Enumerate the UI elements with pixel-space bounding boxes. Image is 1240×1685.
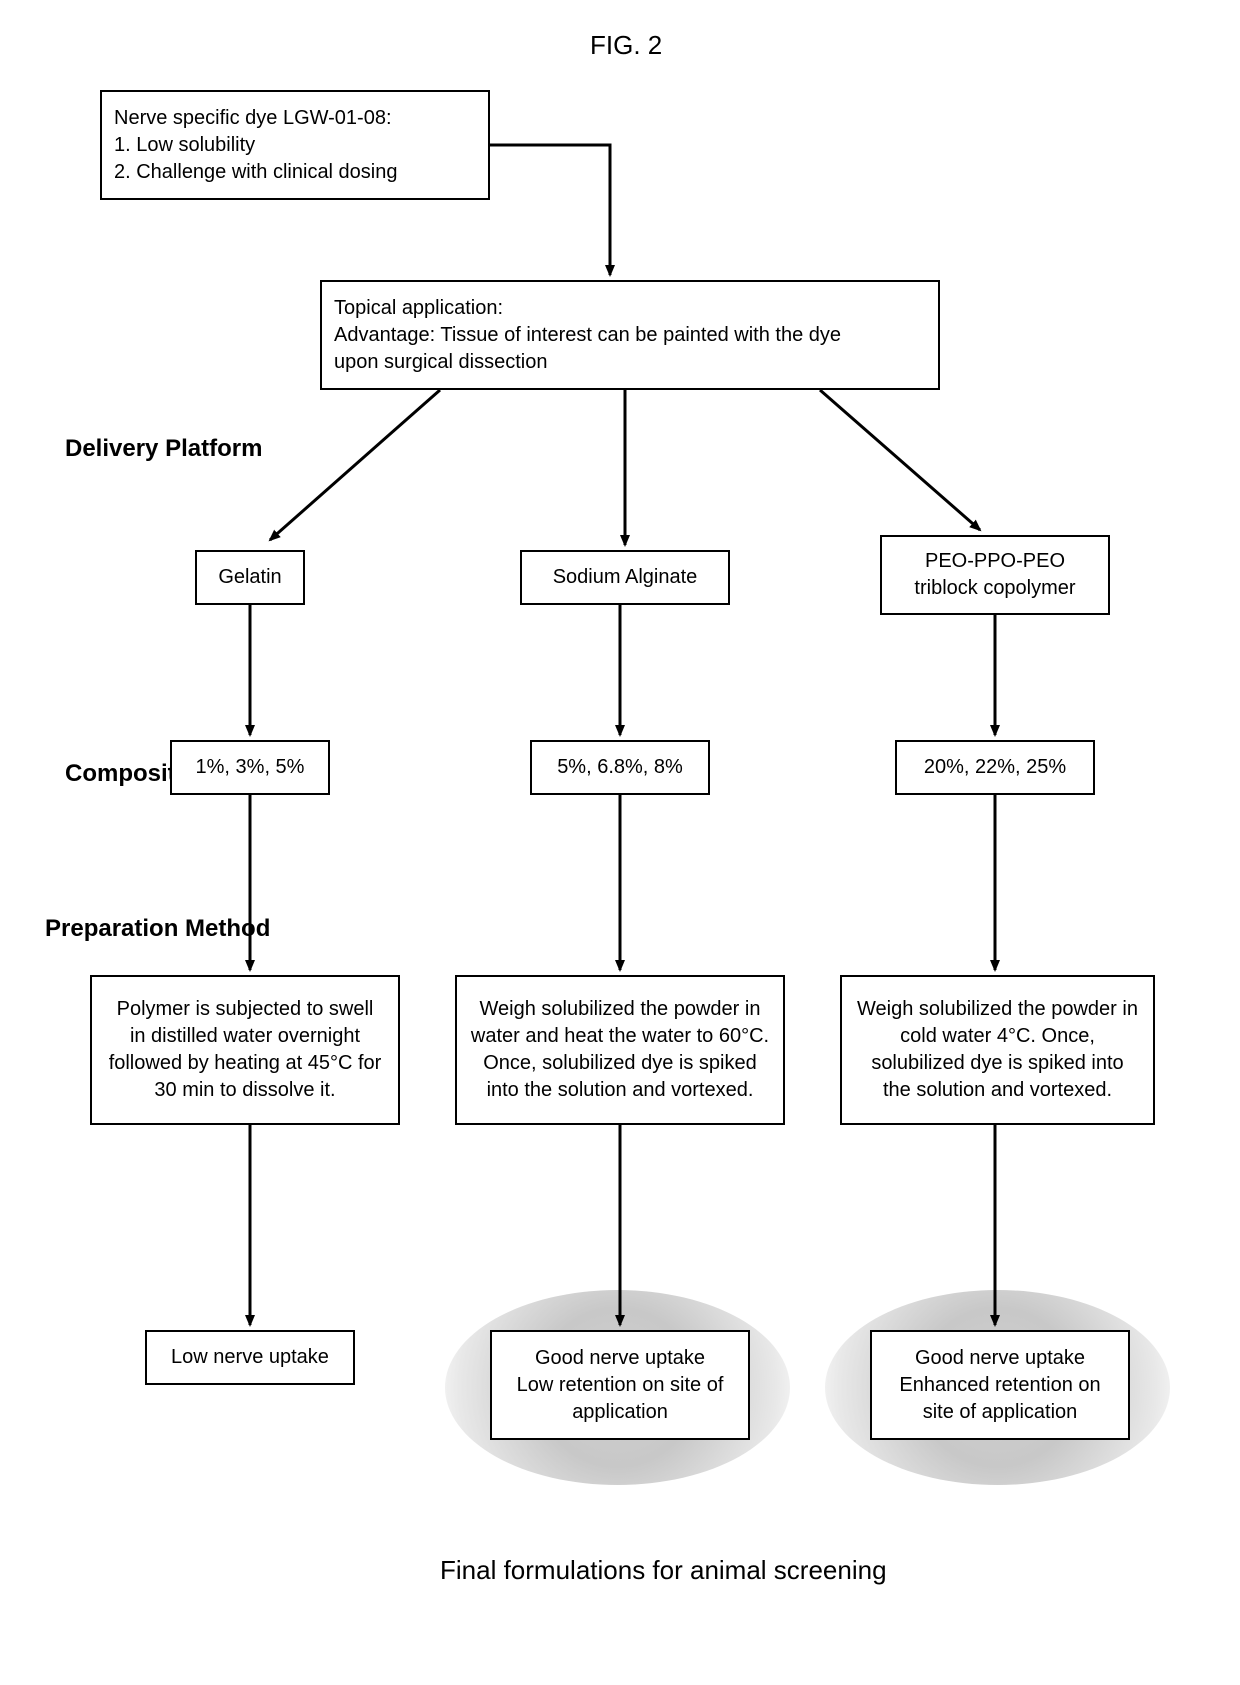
- prep-alginate-1: Weigh solubilized the powder in: [480, 996, 761, 1023]
- dye-line2: 1. Low solubility: [114, 132, 476, 159]
- platform-line1: Topical application:: [334, 295, 926, 322]
- result-peo-2: Enhanced retention on: [899, 1372, 1100, 1399]
- node-prep-peo: Weigh solubilized the powder in cold wat…: [840, 975, 1155, 1125]
- prep-gelatin-3: followed by heating at 45°C for: [109, 1050, 382, 1077]
- platform-line2: Advantage: Tissue of interest can be pai…: [334, 322, 926, 349]
- comp-alginate-text: 5%, 6.8%, 8%: [557, 754, 683, 781]
- node-prep-alginate: Weigh solubilized the powder in water an…: [455, 975, 785, 1125]
- prep-gelatin-1: Polymer is subjected to swell: [117, 996, 374, 1023]
- prep-peo-3: solubilized dye is spiked into: [871, 1050, 1123, 1077]
- dye-line1: Nerve specific dye LGW-01-08:: [114, 105, 476, 132]
- gelatin-text: Gelatin: [218, 564, 281, 591]
- prep-alginate-2: water and heat the water to 60°C.: [471, 1023, 769, 1050]
- dye-line3: 2. Challenge with clinical dosing: [114, 159, 476, 186]
- node-comp-peo: 20%, 22%, 25%: [895, 740, 1095, 795]
- bottom-caption: Final formulations for animal screening: [440, 1555, 887, 1586]
- node-prep-gelatin: Polymer is subjected to swell in distill…: [90, 975, 400, 1125]
- peo-line2: triblock copolymer: [914, 575, 1075, 602]
- result-alginate-3: application: [572, 1399, 668, 1426]
- result-peo-3: site of application: [923, 1399, 1078, 1426]
- node-comp-alginate: 5%, 6.8%, 8%: [530, 740, 710, 795]
- node-gelatin: Gelatin: [195, 550, 305, 605]
- label-delivery-platform: Delivery Platform: [65, 435, 262, 463]
- platform-line3: upon surgical dissection: [334, 349, 926, 376]
- result-alginate-2: Low retention on site of: [517, 1372, 724, 1399]
- node-alginate: Sodium Alginate: [520, 550, 730, 605]
- node-result-peo: Good nerve uptake Enhanced retention on …: [870, 1330, 1130, 1440]
- prep-peo-2: cold water 4°C. Once,: [900, 1023, 1095, 1050]
- result-alginate-1: Good nerve uptake: [535, 1345, 705, 1372]
- prep-alginate-4: into the solution and vortexed.: [487, 1077, 754, 1104]
- node-comp-gelatin: 1%, 3%, 5%: [170, 740, 330, 795]
- figure-title: FIG. 2: [590, 30, 662, 61]
- comp-peo-text: 20%, 22%, 25%: [924, 754, 1066, 781]
- node-dye: Nerve specific dye LGW-01-08: 1. Low sol…: [100, 90, 490, 200]
- peo-line1: PEO-PPO-PEO: [925, 548, 1065, 575]
- node-platform: Topical application: Advantage: Tissue o…: [320, 280, 940, 390]
- prep-alginate-3: Once, solubilized dye is spiked: [483, 1050, 756, 1077]
- label-preparation-method: Preparation Method: [45, 915, 270, 943]
- node-peo: PEO-PPO-PEO triblock copolymer: [880, 535, 1110, 615]
- node-result-gelatin: Low nerve uptake: [145, 1330, 355, 1385]
- result-peo-1: Good nerve uptake: [915, 1345, 1085, 1372]
- prep-peo-1: Weigh solubilized the powder in: [857, 996, 1138, 1023]
- node-result-alginate: Good nerve uptake Low retention on site …: [490, 1330, 750, 1440]
- prep-gelatin-4: 30 min to dissolve it.: [154, 1077, 335, 1104]
- result-gelatin-text: Low nerve uptake: [171, 1344, 329, 1371]
- prep-peo-4: the solution and vortexed.: [883, 1077, 1112, 1104]
- alginate-text: Sodium Alginate: [553, 564, 698, 591]
- prep-gelatin-2: in distilled water overnight: [130, 1023, 360, 1050]
- comp-gelatin-text: 1%, 3%, 5%: [196, 754, 305, 781]
